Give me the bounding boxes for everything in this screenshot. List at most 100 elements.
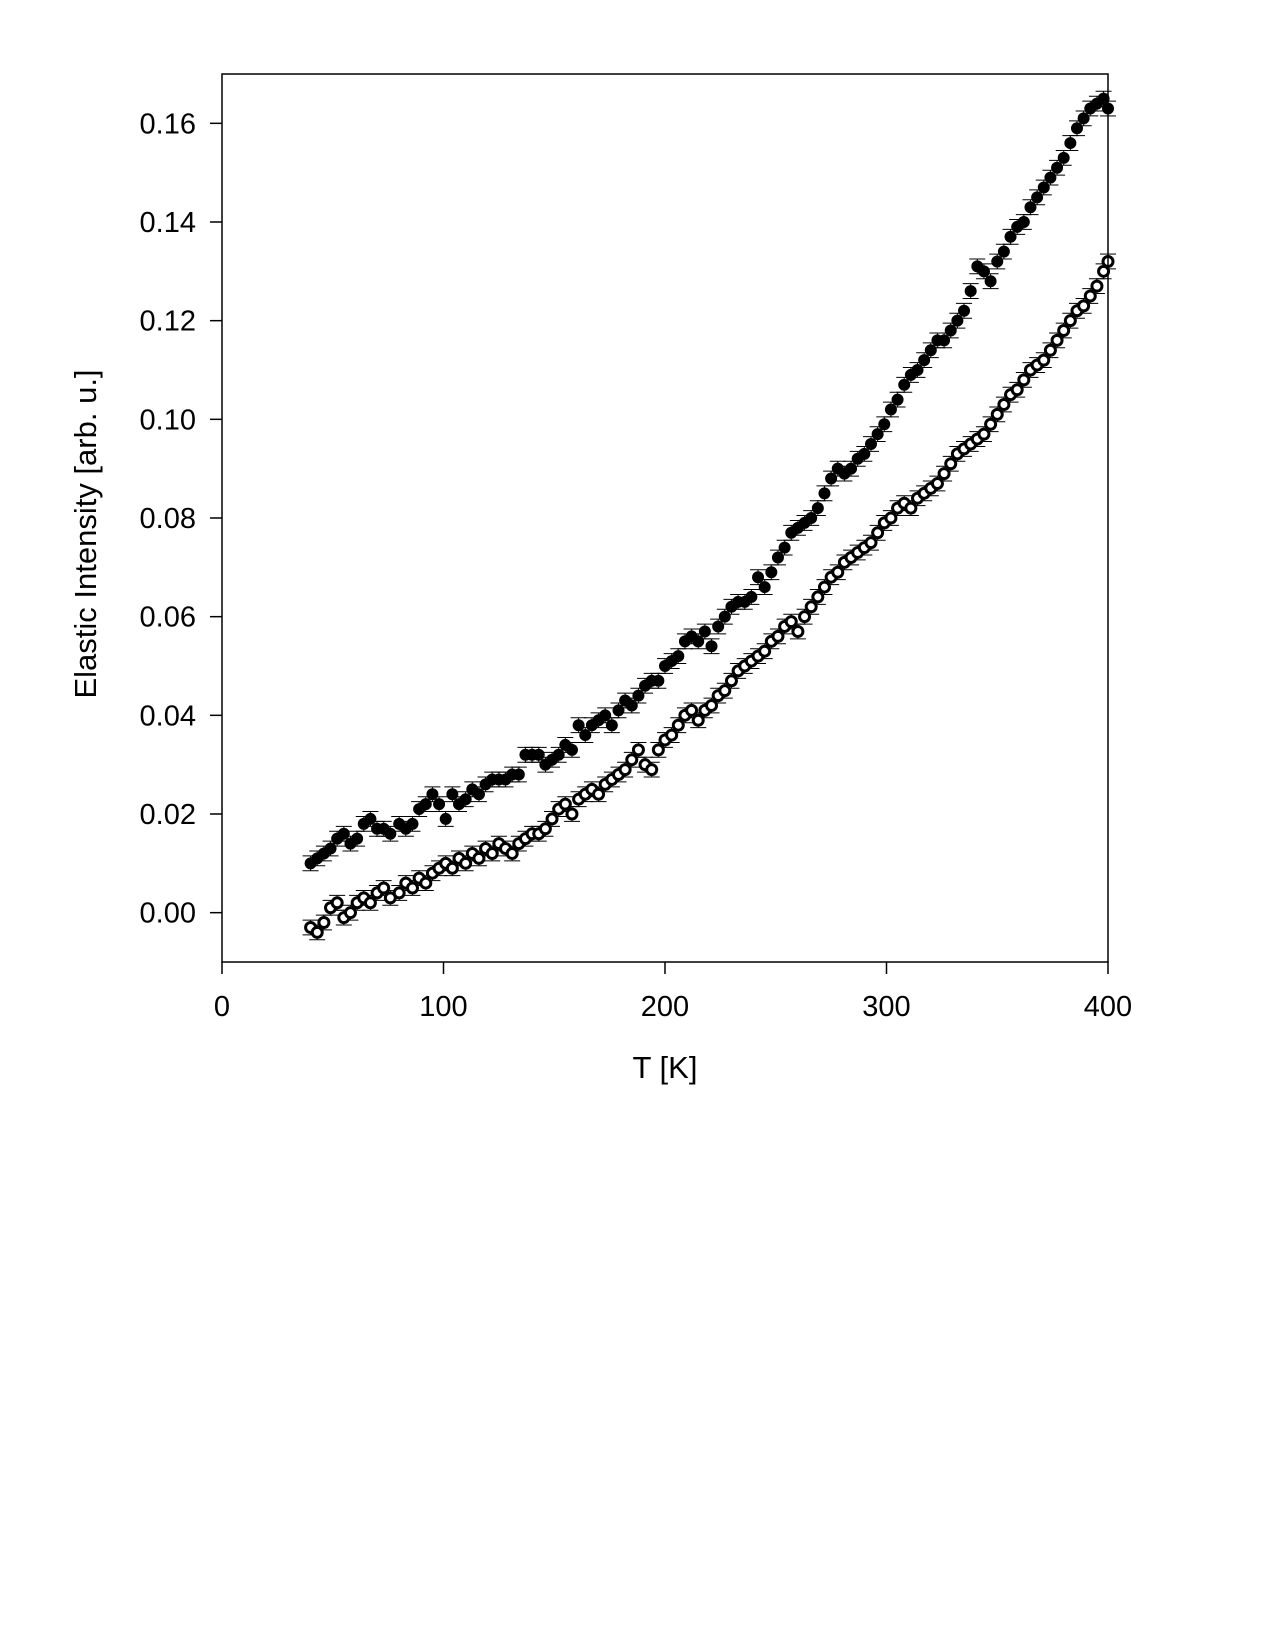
data-point-filled — [1037, 181, 1050, 194]
data-point-open — [771, 629, 785, 643]
plot-frame — [221, 73, 1109, 963]
data-point-filled — [625, 699, 638, 712]
data-point-filled — [459, 793, 472, 806]
data-point-filled — [964, 285, 977, 298]
data-point-filled — [845, 462, 858, 475]
data-point-filled — [1044, 171, 1057, 184]
data-point-filled — [1097, 92, 1110, 105]
data-point-open — [1050, 333, 1064, 347]
data-point-filled — [672, 650, 685, 663]
data-point-open — [377, 881, 391, 895]
data-point-open — [705, 698, 719, 712]
data-point-open — [864, 536, 878, 550]
data-point-filled — [472, 788, 485, 801]
data-point-open — [505, 846, 519, 860]
data-point-filled — [351, 832, 364, 845]
data-point-filled — [805, 512, 818, 524]
data-point-open — [330, 896, 344, 910]
y-tick-label: 0.10 — [140, 404, 196, 436]
data-point-open — [625, 753, 639, 767]
data-point-filled — [951, 314, 964, 327]
y-axis-title: Elastic Intensity [arb. u.] — [68, 369, 103, 698]
data-point-open — [645, 763, 659, 777]
data-point-filled — [778, 541, 791, 554]
data-point-filled — [938, 334, 951, 347]
data-point-filled — [652, 674, 665, 687]
y-tick-label: 0.04 — [140, 700, 196, 732]
data-point-filled — [891, 393, 904, 406]
data-point-filled — [718, 610, 731, 623]
data-point-filled — [705, 640, 718, 653]
data-point-open — [343, 906, 357, 920]
data-point-open — [831, 565, 845, 579]
data-point-filled — [918, 354, 931, 367]
data-point-open — [558, 797, 572, 811]
y-tick-label: 0.14 — [140, 207, 196, 239]
data-point-filled — [1057, 151, 1070, 164]
data-point-open — [930, 476, 944, 490]
data-point-open — [392, 886, 406, 900]
data-point-filled — [712, 620, 725, 633]
data-point-open — [671, 718, 685, 732]
data-point-filled — [384, 827, 397, 840]
data-point-filled — [698, 625, 711, 638]
y-tick-label: 0.06 — [140, 602, 196, 634]
data-point-open — [977, 427, 991, 441]
data-point-filled — [1031, 191, 1044, 204]
data-point-filled — [765, 566, 778, 579]
data-point-open — [791, 624, 805, 638]
data-point-filled — [572, 719, 585, 732]
data-point-filled — [364, 812, 377, 825]
data-point-open — [363, 896, 377, 910]
data-point-open — [1057, 324, 1071, 338]
data-point-open — [565, 807, 579, 821]
data-point-filled — [884, 403, 897, 416]
data-point-open — [984, 417, 998, 431]
data-point-open — [472, 851, 486, 865]
data-point-open — [724, 674, 738, 688]
data-point-filled — [991, 255, 1004, 268]
data-point-open — [1043, 343, 1057, 357]
y-tick-label: 0.02 — [140, 799, 196, 831]
x-tick-label: 0 — [214, 991, 230, 1023]
data-point-open — [997, 398, 1011, 412]
data-point-open — [405, 881, 419, 895]
data-point-filled — [944, 324, 957, 337]
data-point-filled — [871, 428, 884, 441]
y-tick-label: 0.16 — [140, 108, 196, 140]
data-point-filled — [406, 817, 419, 830]
data-point-open — [631, 743, 645, 757]
y-tick-label: 0.00 — [140, 898, 196, 930]
data-point-open — [718, 684, 732, 698]
data-point-filled — [858, 447, 871, 460]
data-point-filled — [692, 635, 705, 648]
data-point-open — [1077, 299, 1091, 313]
data-point-filled — [532, 748, 545, 761]
data-point-filled — [818, 487, 831, 500]
data-point-filled — [825, 472, 838, 485]
x-tick-label: 400 — [1084, 991, 1132, 1023]
data-point-open — [784, 615, 798, 629]
data-point-filled — [997, 245, 1010, 258]
data-point-open — [1017, 373, 1031, 387]
data-point-filled — [579, 729, 592, 742]
x-tick-label: 100 — [419, 991, 467, 1023]
data-point-open — [1037, 353, 1051, 367]
data-point-open — [884, 511, 898, 525]
data-point-filled — [958, 304, 971, 317]
data-point-open — [538, 822, 552, 836]
data-point-open — [798, 610, 812, 624]
x-tick-label: 300 — [862, 991, 910, 1023]
data-point-filled — [1070, 122, 1083, 135]
data-point-filled — [745, 590, 758, 603]
data-point-open — [804, 600, 818, 614]
data-point-filled — [1017, 216, 1030, 228]
y-tick-label: 0.08 — [140, 503, 196, 535]
data-point-filled — [439, 812, 452, 825]
data-point-filled — [898, 378, 911, 391]
data-point-open — [618, 763, 632, 777]
data-point-filled — [977, 265, 990, 278]
data-point-open — [310, 925, 324, 939]
data-point-filled — [1024, 201, 1037, 214]
